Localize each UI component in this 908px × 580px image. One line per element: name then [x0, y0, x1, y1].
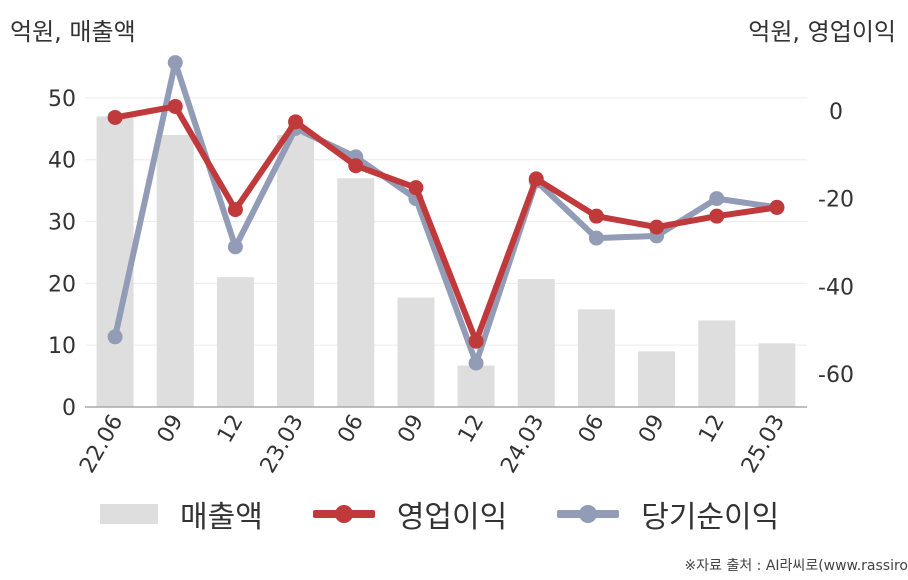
- x-axis-ticks: 22.06 09 12 23.03 06 09 12 24.03 06 09 12 25.03: [75, 411, 790, 478]
- revenue-bar: [577, 309, 615, 407]
- operating-profit-line: [112, 103, 780, 345]
- revenue-bar: [638, 351, 676, 407]
- revenue-bar: [277, 135, 315, 407]
- net-income-point: [588, 230, 604, 246]
- left-axis-ticks: 0 10 20 30 40 50: [48, 87, 76, 421]
- operating-profit-point: [408, 180, 424, 196]
- x-tick-label: 09: [153, 411, 189, 448]
- legend-label-net-income: 당기순이익: [641, 500, 780, 535]
- x-tick-label: 23.03: [256, 411, 309, 478]
- left-axis-unit: 억원, 매출액: [10, 18, 136, 46]
- net-income-point: [107, 329, 123, 345]
- legend: 매출액 영업이익 당기순이익: [100, 492, 829, 536]
- revenue-bar: [337, 178, 375, 407]
- legend-item-operating-profit: 영업이익: [312, 492, 508, 536]
- legend-item-revenue: 매출액: [100, 492, 263, 536]
- net-income-point: [468, 355, 484, 371]
- x-tick-label: 25.03: [737, 411, 790, 478]
- x-tick-label: 12: [454, 411, 490, 448]
- revenue-bar: [156, 135, 194, 407]
- revenue-bar: [517, 279, 555, 407]
- right-axis-ticks: 0 -20 -40 -60: [818, 100, 854, 388]
- right-tick-label: -20: [818, 188, 854, 213]
- x-tick-label: 09: [393, 411, 429, 448]
- right-tick-label: 0: [829, 100, 843, 125]
- operating-profit-point: [288, 114, 304, 130]
- revenue-bar: [457, 365, 495, 407]
- x-tick-label: 06: [574, 411, 610, 448]
- revenue-bar: [698, 320, 736, 407]
- revenue-bar: [758, 343, 796, 407]
- net-income-point: [167, 55, 183, 71]
- left-tick-label: 10: [48, 334, 76, 359]
- right-tick-label: -40: [818, 275, 854, 300]
- right-tick-label: -60: [818, 363, 854, 388]
- operating-profit-point: [528, 171, 544, 187]
- operating-profit-point: [167, 98, 183, 114]
- legend-swatch-net-income: [557, 504, 620, 524]
- operating-profit-point: [769, 199, 785, 215]
- left-tick-label: 30: [48, 211, 76, 236]
- right-axis-unit: 억원, 영업이익: [748, 18, 896, 46]
- net-income-line: [112, 59, 780, 367]
- operating-profit-point: [649, 219, 665, 235]
- legend-item-net-income: 당기순이익: [557, 492, 779, 536]
- operating-profit-point: [588, 208, 604, 224]
- x-tick-label: 12: [213, 411, 249, 448]
- operating-profit-point: [348, 158, 364, 174]
- x-tick-label: 06: [333, 411, 369, 448]
- x-tick-label: 12: [694, 411, 730, 448]
- operating-profit-point: [107, 109, 123, 125]
- legend-label-revenue: 매출액: [180, 500, 263, 535]
- revenue-bar: [216, 277, 254, 407]
- operating-profit-point: [468, 333, 484, 349]
- profit-lines: [107, 55, 785, 371]
- revenue-bars: [96, 116, 796, 408]
- left-tick-label: 0: [62, 396, 76, 421]
- left-tick-label: 40: [48, 149, 76, 174]
- legend-label-operating-profit: 영업이익: [396, 500, 508, 535]
- x-tick-label: 22.06: [75, 411, 128, 478]
- x-tick-label: 24.03: [496, 411, 549, 478]
- revenue-bar: [397, 297, 435, 407]
- net-income-point: [227, 239, 243, 255]
- legend-swatch-operating-profit: [312, 504, 375, 524]
- x-tick-label: 09: [634, 411, 670, 448]
- left-tick-label: 50: [48, 87, 76, 112]
- source-note: ※자료 출처 : AI라씨로(www.rassiro: [684, 558, 908, 574]
- net-income-point: [709, 191, 725, 207]
- legend-swatch-revenue: [100, 504, 158, 524]
- revenue-bar: [96, 116, 134, 408]
- left-tick-label: 20: [48, 272, 76, 297]
- operating-profit-point: [227, 202, 243, 218]
- operating-profit-point: [709, 208, 725, 224]
